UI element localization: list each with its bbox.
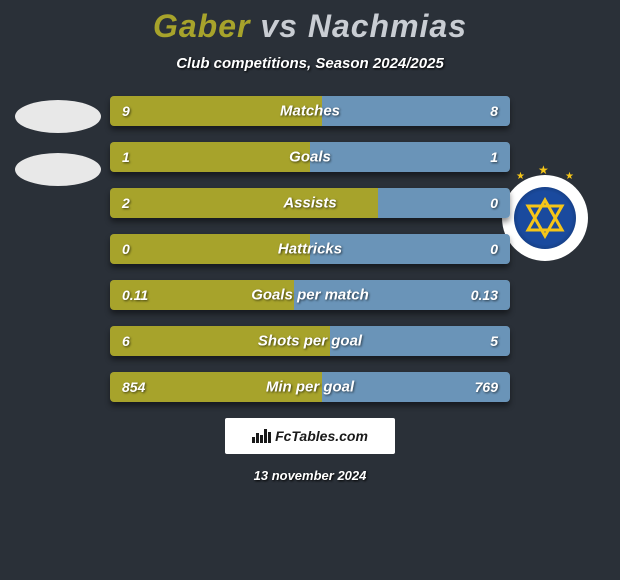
stat-bar-right bbox=[322, 96, 510, 126]
stat-value-right: 769 bbox=[475, 379, 498, 395]
fctables-logo[interactable]: FcTables.com bbox=[225, 418, 395, 454]
date-text: 13 november 2024 bbox=[0, 468, 620, 483]
stat-bar-left bbox=[110, 142, 310, 172]
stat-label: Assists bbox=[283, 195, 336, 212]
stat-value-left: 0.11 bbox=[122, 287, 148, 303]
stat-value-left: 6 bbox=[122, 333, 130, 349]
stat-value-right: 5 bbox=[490, 333, 498, 349]
club-badge-placeholder-icon bbox=[15, 153, 101, 186]
stat-value-left: 2 bbox=[122, 195, 130, 211]
stat-row: 9 Matches 8 bbox=[110, 96, 510, 126]
stat-row: 0.11 Goals per match 0.13 bbox=[110, 280, 510, 310]
comparison-title: Gaber vs Nachmias bbox=[0, 0, 620, 45]
stat-label: Hattricks bbox=[278, 241, 342, 258]
player1-name: Gaber bbox=[153, 8, 250, 44]
stat-value-right: 0 bbox=[490, 195, 498, 211]
star-of-david-icon bbox=[524, 197, 566, 239]
stat-label: Shots per goal bbox=[258, 333, 362, 350]
stat-label: Goals bbox=[289, 149, 331, 166]
stat-label: Matches bbox=[280, 103, 340, 120]
maccabi-club-badge-icon: ★ ★ ★ bbox=[502, 175, 588, 261]
stat-label: Min per goal bbox=[266, 379, 354, 396]
stat-row: 854 Min per goal 769 bbox=[110, 372, 510, 402]
footer-brand-text: FcTables.com bbox=[275, 428, 368, 444]
right-club-badge: ★ ★ ★ bbox=[502, 175, 592, 265]
club-badge-placeholder-icon bbox=[15, 100, 101, 133]
stat-bar-left bbox=[110, 188, 378, 218]
stat-label: Goals per match bbox=[251, 287, 369, 304]
stat-value-right: 1 bbox=[490, 149, 498, 165]
stat-row: 6 Shots per goal 5 bbox=[110, 326, 510, 356]
stat-value-right: 8 bbox=[490, 103, 498, 119]
stat-row: 1 Goals 1 bbox=[110, 142, 510, 172]
vs-text: vs bbox=[260, 8, 298, 44]
stat-value-left: 854 bbox=[122, 379, 145, 395]
stat-value-right: 0 bbox=[490, 241, 498, 257]
stat-value-left: 0 bbox=[122, 241, 130, 257]
player2-name: Nachmias bbox=[308, 8, 467, 44]
stat-value-left: 1 bbox=[122, 149, 130, 165]
stat-row: 2 Assists 0 bbox=[110, 188, 510, 218]
stats-container: 9 Matches 8 1 Goals 1 2 Assists 0 0 Hattricks 0 0.11… bbox=[110, 96, 510, 402]
left-club-badges bbox=[15, 100, 105, 190]
stat-row: 0 Hattricks 0 bbox=[110, 234, 510, 264]
stat-value-left: 9 bbox=[122, 103, 130, 119]
stat-value-right: 0.13 bbox=[471, 287, 498, 303]
stat-bar-right bbox=[310, 142, 510, 172]
bar-chart-icon bbox=[252, 429, 271, 443]
subtitle: Club competitions, Season 2024/2025 bbox=[0, 55, 620, 72]
